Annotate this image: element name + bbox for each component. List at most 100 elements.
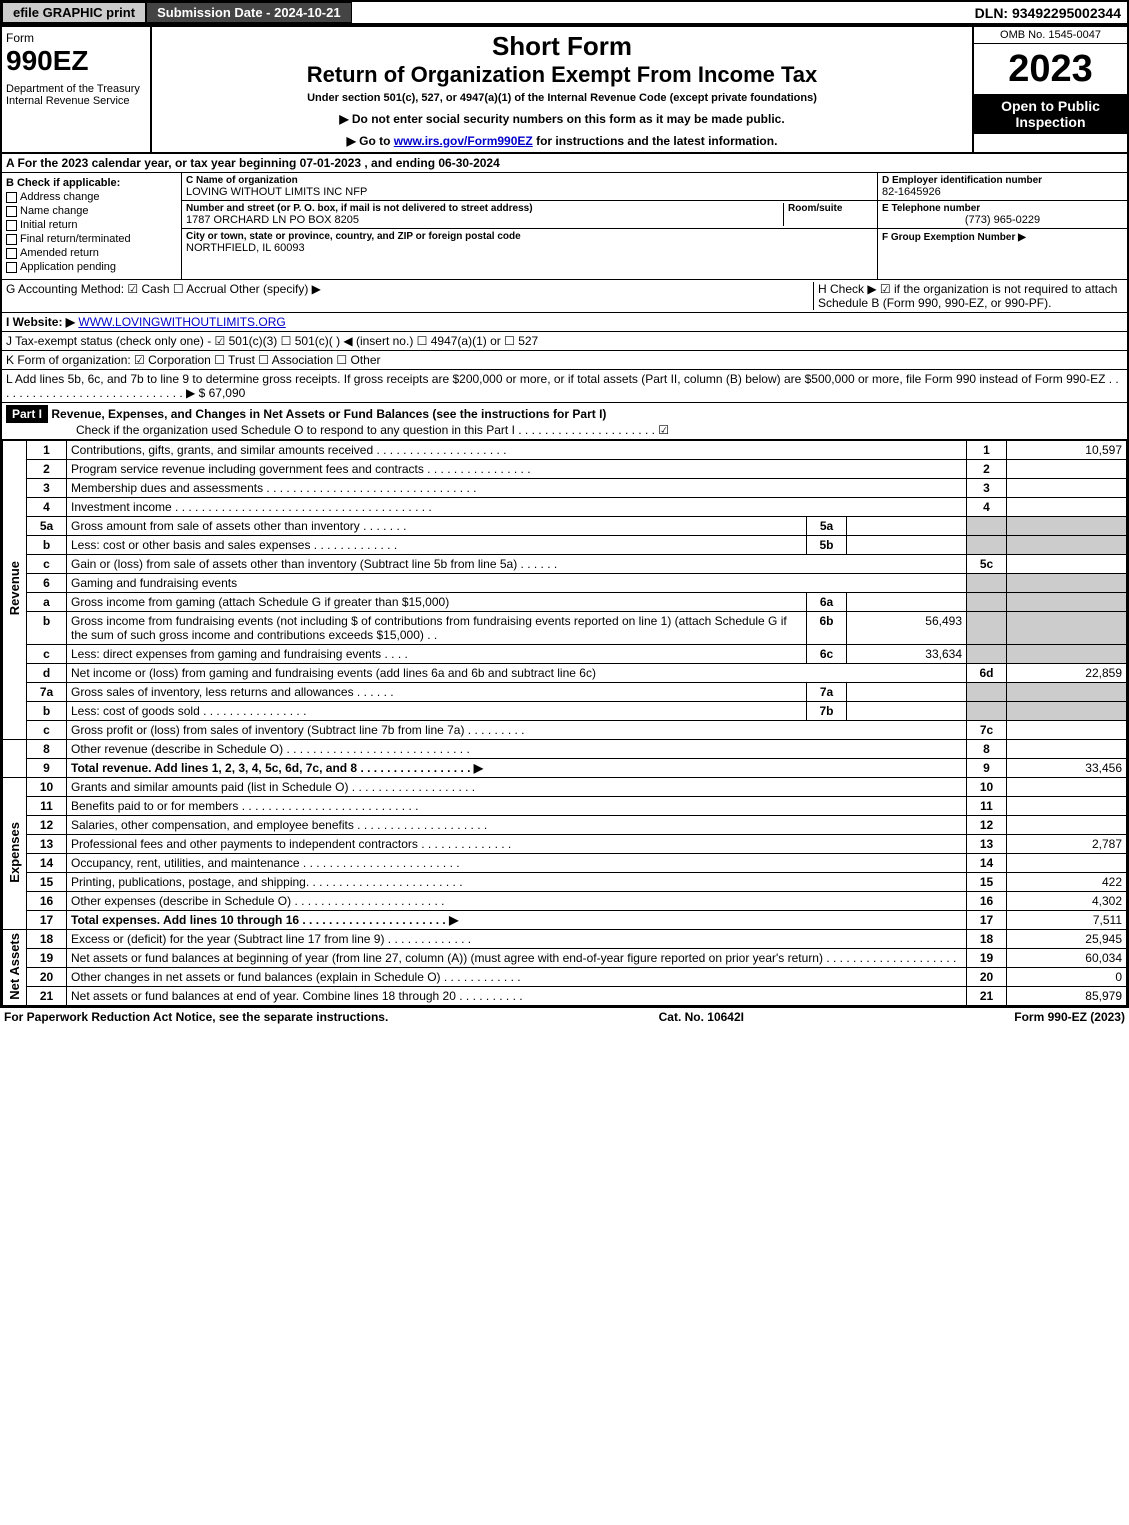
row-19: 19Net assets or fund balances at beginni… bbox=[3, 949, 1127, 968]
r20-num: 20 bbox=[27, 968, 67, 987]
r6c-desc: Less: direct expenses from gaming and fu… bbox=[67, 645, 807, 664]
r7b-sv bbox=[847, 702, 967, 721]
r14-val bbox=[1007, 854, 1127, 873]
r5b-val bbox=[1007, 536, 1127, 555]
phone-value: (773) 965-0229 bbox=[882, 214, 1123, 226]
r21-ln: 21 bbox=[967, 987, 1007, 1006]
r6d-desc: Net income or (loss) from gaming and fun… bbox=[67, 664, 967, 683]
r20-desc: Other changes in net assets or fund bala… bbox=[67, 968, 967, 987]
r6b-num: b bbox=[27, 612, 67, 645]
col-c-org-info: C Name of organization LOVING WITHOUT LI… bbox=[182, 173, 877, 279]
row-4: 4 Investment income . . . . . . . . . . … bbox=[3, 498, 1127, 517]
r6d-ln: 6d bbox=[967, 664, 1007, 683]
r1-desc: Contributions, gifts, grants, and simila… bbox=[67, 441, 967, 460]
r5c-val bbox=[1007, 555, 1127, 574]
r11-val bbox=[1007, 797, 1127, 816]
r7b-ln bbox=[967, 702, 1007, 721]
r13-val: 2,787 bbox=[1007, 835, 1127, 854]
row-16: 16Other expenses (describe in Schedule O… bbox=[3, 892, 1127, 911]
line-i: I Website: ▶ WWW.LOVINGWITHOUTLIMITS.ORG bbox=[2, 313, 1127, 332]
line-g: G Accounting Method: ☑ Cash ☐ Accrual Ot… bbox=[6, 282, 813, 310]
r6a-sv bbox=[847, 593, 967, 612]
row-5c: c Gain or (loss) from sale of assets oth… bbox=[3, 555, 1127, 574]
r11-num: 11 bbox=[27, 797, 67, 816]
irs-link[interactable]: www.irs.gov/Form990EZ bbox=[394, 134, 533, 148]
row-5a: 5a Gross amount from sale of assets othe… bbox=[3, 517, 1127, 536]
r7b-num: b bbox=[27, 702, 67, 721]
group-exempt-label: F Group Exemption Number ▶ bbox=[882, 232, 1026, 243]
r3-desc: Membership dues and assessments . . . . … bbox=[67, 479, 967, 498]
r1-num: 1 bbox=[27, 441, 67, 460]
year-block: OMB No. 1545-0047 2023 Open to Public In… bbox=[972, 27, 1127, 152]
r2-ln: 2 bbox=[967, 460, 1007, 479]
b-label: B Check if applicable: bbox=[6, 177, 177, 189]
line-j: J Tax-exempt status (check only one) - ☑… bbox=[2, 332, 1127, 351]
chk-name-change[interactable] bbox=[6, 206, 17, 217]
r12-val bbox=[1007, 816, 1127, 835]
chk-label-2: Initial return bbox=[20, 219, 77, 231]
r6c-num: c bbox=[27, 645, 67, 664]
chk-final-return[interactable] bbox=[6, 234, 17, 245]
footer-left: For Paperwork Reduction Act Notice, see … bbox=[4, 1010, 388, 1024]
chk-application-pending[interactable] bbox=[6, 262, 17, 273]
row-17: 17Total expenses. Add lines 10 through 1… bbox=[3, 911, 1127, 930]
r6-num: 6 bbox=[27, 574, 67, 593]
room-label: Room/suite bbox=[788, 203, 873, 214]
row-6c: c Less: direct expenses from gaming and … bbox=[3, 645, 1127, 664]
footer-mid: Cat. No. 10642I bbox=[659, 1010, 744, 1024]
line-a: A For the 2023 calendar year, or tax yea… bbox=[2, 154, 1127, 173]
r6c-sn: 6c bbox=[807, 645, 847, 664]
row-10: Expenses 10 Grants and similar amounts p… bbox=[3, 778, 1127, 797]
submission-date-button[interactable]: Submission Date - 2024-10-21 bbox=[146, 2, 352, 23]
chk-amended-return[interactable] bbox=[6, 248, 17, 259]
ein-value: 82-1645926 bbox=[882, 186, 1123, 198]
line-h: H Check ▶ ☑ if the organization is not r… bbox=[813, 282, 1123, 310]
footer: For Paperwork Reduction Act Notice, see … bbox=[0, 1008, 1129, 1026]
r17-val: 7,511 bbox=[1007, 911, 1127, 930]
r6b-sn: 6b bbox=[807, 612, 847, 645]
r1-val: 10,597 bbox=[1007, 441, 1127, 460]
col-b-checkboxes: B Check if applicable: Address change Na… bbox=[2, 173, 182, 279]
chk-label-5: Application pending bbox=[20, 261, 116, 273]
r5b-sv bbox=[847, 536, 967, 555]
side-expenses: Expenses bbox=[3, 778, 27, 930]
form-number: 990EZ bbox=[6, 45, 146, 77]
r5b-num: b bbox=[27, 536, 67, 555]
row-6: 6 Gaming and fundraising events bbox=[3, 574, 1127, 593]
row-14: 14Occupancy, rent, utilities, and mainte… bbox=[3, 854, 1127, 873]
chk-initial-return[interactable] bbox=[6, 220, 17, 231]
row-20: 20Other changes in net assets or fund ba… bbox=[3, 968, 1127, 987]
side-net-assets: Net Assets bbox=[3, 930, 27, 1006]
r7c-desc: Gross profit or (loss) from sales of inv… bbox=[67, 721, 967, 740]
website-link[interactable]: WWW.LOVINGWITHOUTLIMITS.ORG bbox=[78, 315, 285, 329]
r16-ln: 16 bbox=[967, 892, 1007, 911]
row-18: Net Assets 18Excess or (deficit) for the… bbox=[3, 930, 1127, 949]
r13-ln: 13 bbox=[967, 835, 1007, 854]
r18-val: 25,945 bbox=[1007, 930, 1127, 949]
r5a-num: 5a bbox=[27, 517, 67, 536]
r6-ln bbox=[967, 574, 1007, 593]
r6a-ln bbox=[967, 593, 1007, 612]
r7a-val bbox=[1007, 683, 1127, 702]
row-15: 15Printing, publications, postage, and s… bbox=[3, 873, 1127, 892]
r3-num: 3 bbox=[27, 479, 67, 498]
r21-val: 85,979 bbox=[1007, 987, 1127, 1006]
r6c-ln bbox=[967, 645, 1007, 664]
row-8: 8 Other revenue (describe in Schedule O)… bbox=[3, 740, 1127, 759]
r5c-ln: 5c bbox=[967, 555, 1007, 574]
street-cell: Number and street (or P. O. box, if mail… bbox=[182, 201, 877, 229]
r6d-val: 22,859 bbox=[1007, 664, 1127, 683]
phone-label: E Telephone number bbox=[882, 203, 1123, 214]
info-grid: B Check if applicable: Address change Na… bbox=[2, 173, 1127, 280]
r6c-sv: 33,634 bbox=[847, 645, 967, 664]
ein-label: D Employer identification number bbox=[882, 175, 1123, 186]
row-6a: a Gross income from gaming (attach Sched… bbox=[3, 593, 1127, 612]
r7c-num: c bbox=[27, 721, 67, 740]
chk-address-change[interactable] bbox=[6, 192, 17, 203]
r3-ln: 3 bbox=[967, 479, 1007, 498]
r7b-desc: Less: cost of goods sold . . . . . . . .… bbox=[67, 702, 807, 721]
r5b-desc: Less: cost or other basis and sales expe… bbox=[67, 536, 807, 555]
r9-num: 9 bbox=[27, 759, 67, 778]
r19-num: 19 bbox=[27, 949, 67, 968]
efile-button[interactable]: efile GRAPHIC print bbox=[2, 2, 146, 23]
